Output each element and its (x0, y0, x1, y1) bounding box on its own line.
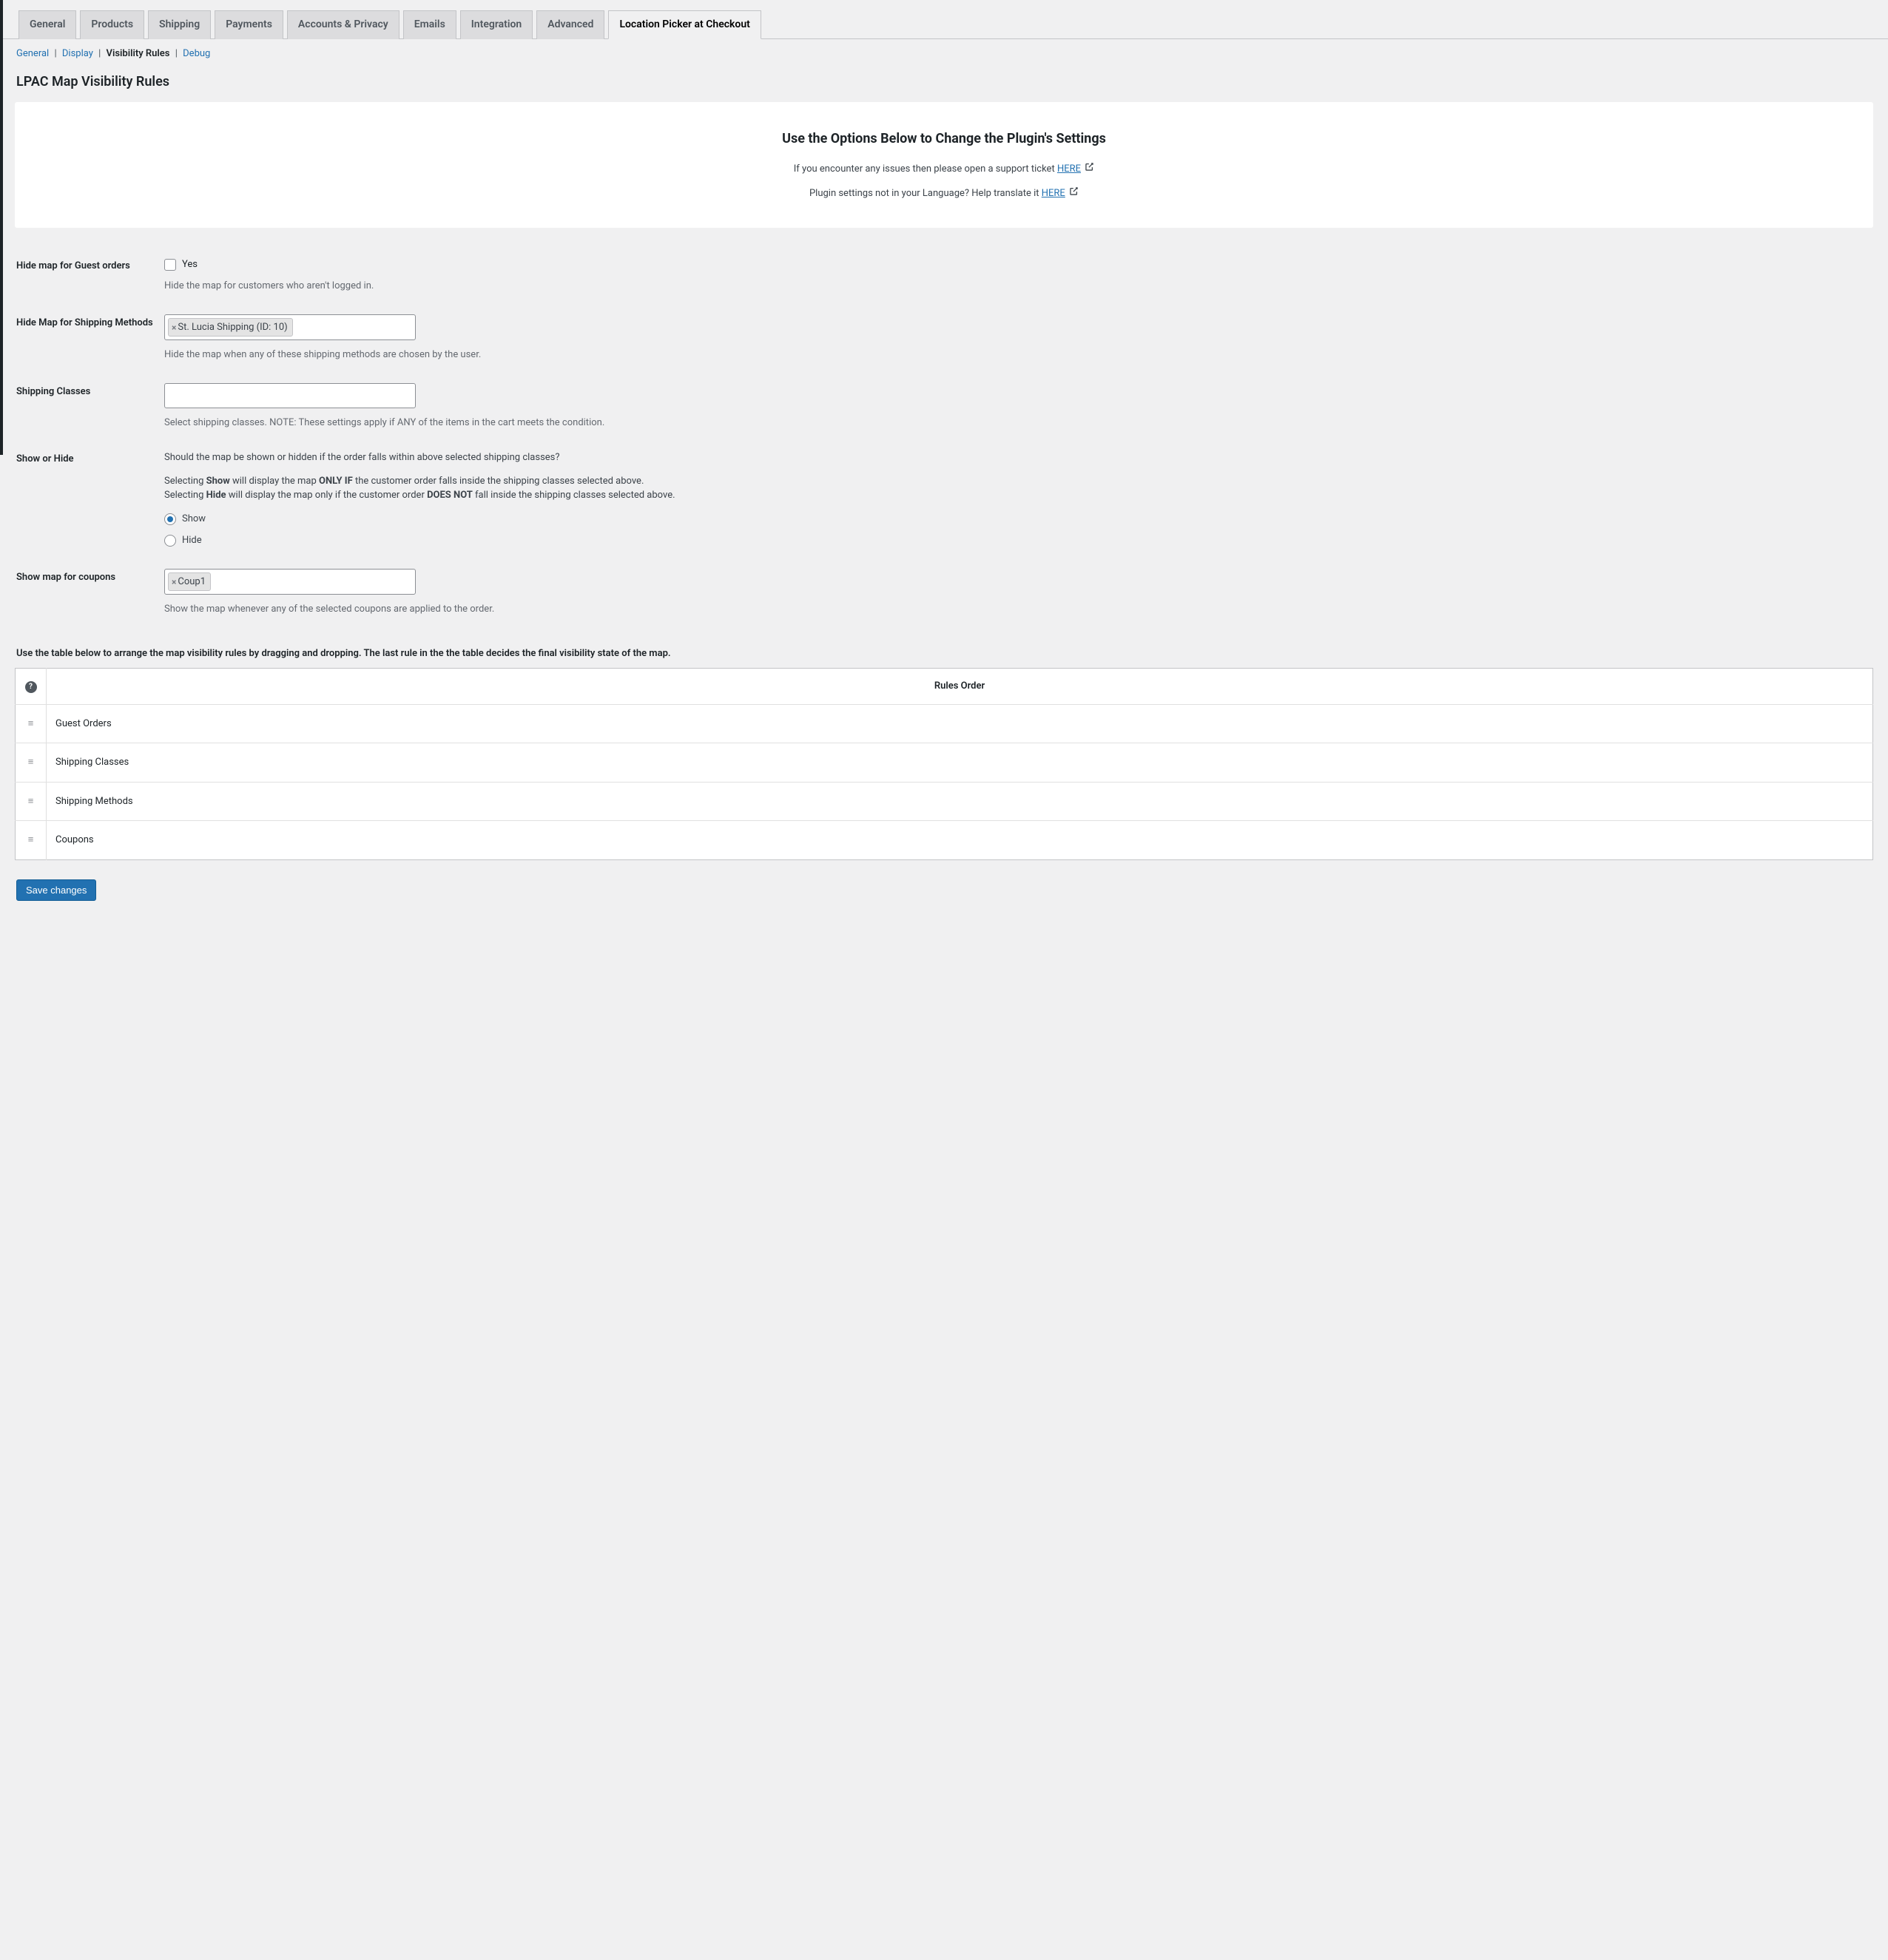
radio-hide-wrap[interactable]: Hide (164, 533, 808, 548)
intro-support-line: If you encounter any issues then please … (33, 162, 1855, 177)
radio-show-wrap[interactable]: Show (164, 512, 808, 527)
radio-show[interactable] (164, 513, 176, 525)
show-hide-line-show: Selecting Show will display the map ONLY… (164, 474, 808, 489)
translate-link[interactable]: HERE (1042, 188, 1065, 199)
intro-panel: Use the Options Below to Change the Plug… (15, 102, 1873, 228)
tab-general[interactable]: General (18, 10, 76, 39)
coupons-input[interactable]: ×Coup1 (164, 569, 416, 595)
table-header-rules: Rules Order (47, 669, 1873, 705)
label-shipping-classes: Shipping Classes (16, 383, 164, 399)
drag-handle-icon[interactable]: ≡ (16, 821, 47, 860)
shipping-methods-input[interactable]: ×St. Lucia Shipping (ID: 10) (164, 314, 416, 341)
tab-location-picker[interactable]: Location Picker at Checkout (608, 10, 761, 39)
rule-name: Shipping Methods (47, 782, 1873, 821)
coupon-tag[interactable]: ×Coup1 (168, 572, 211, 592)
rule-name: Coupons (47, 821, 1873, 860)
shipping-methods-description: Hide the map when any of these shipping … (164, 348, 808, 362)
tab-accounts-privacy[interactable]: Accounts & Privacy (287, 10, 399, 39)
table-header-help: ? (16, 669, 47, 705)
shipping-method-tag[interactable]: ×St. Lucia Shipping (ID: 10) (168, 318, 293, 337)
section-subnav: General | Display | Visibility Rules | D… (0, 39, 1888, 61)
subnav-debug[interactable]: Debug (183, 48, 210, 59)
guest-description: Hide the map for customers who aren't lo… (164, 279, 808, 294)
row-coupons: Show map for coupons ×Coup1 Show the map… (0, 558, 1888, 627)
separator: | (95, 48, 104, 59)
tab-emails[interactable]: Emails (403, 10, 456, 39)
table-row[interactable]: ≡ Coupons (16, 821, 1873, 860)
drag-handle-icon[interactable]: ≡ (16, 743, 47, 783)
separator: | (51, 48, 59, 59)
row-shipping-classes: Shipping Classes Select shipping classes… (0, 373, 1888, 441)
external-link-icon (1069, 186, 1079, 201)
separator: | (172, 48, 181, 59)
help-icon[interactable]: ? (25, 681, 37, 693)
radio-show-label: Show (182, 512, 206, 527)
radio-hide[interactable] (164, 535, 176, 547)
label-shipping-methods: Hide Map for Shipping Methods (16, 314, 164, 331)
radio-hide-label: Hide (182, 533, 202, 548)
show-hide-line-hide: Selecting Hide will display the map only… (164, 488, 808, 503)
tab-advanced[interactable]: Advanced (536, 10, 604, 39)
row-shipping-methods: Hide Map for Shipping Methods ×St. Lucia… (0, 304, 1888, 373)
coupons-description: Show the map whenever any of the selecte… (164, 602, 808, 617)
show-hide-intro: Should the map be shown or hidden if the… (164, 450, 808, 465)
remove-tag-icon[interactable]: × (172, 323, 176, 332)
tab-products[interactable]: Products (80, 10, 144, 39)
drag-handle-icon[interactable]: ≡ (16, 782, 47, 821)
subnav-display[interactable]: Display (62, 48, 93, 59)
label-coupons: Show map for coupons (16, 569, 164, 585)
guest-checkbox-wrap[interactable]: Yes (164, 257, 808, 272)
tab-integration[interactable]: Integration (460, 10, 533, 39)
tab-payments[interactable]: Payments (215, 10, 283, 39)
save-button[interactable]: Save changes (16, 879, 96, 901)
rule-name: Guest Orders (47, 704, 1873, 743)
label-show-or-hide: Show or Hide (16, 450, 164, 467)
subnav-visibility-rules[interactable]: Visibility Rules (107, 48, 170, 59)
row-guest-orders: Hide map for Guest orders Yes Hide the m… (0, 247, 1888, 304)
remove-tag-icon[interactable]: × (172, 578, 176, 587)
intro-translate-line: Plugin settings not in your Language? He… (33, 186, 1855, 201)
support-link[interactable]: HERE (1057, 163, 1081, 175)
guest-checkbox[interactable] (164, 259, 176, 271)
rules-order-table: ? Rules Order ≡ Guest Orders ≡ Shipping … (15, 668, 1873, 860)
table-row[interactable]: ≡ Shipping Classes (16, 743, 1873, 783)
admin-sidebar-stub (0, 0, 3, 455)
rules-instruction: Use the table below to arrange the map v… (0, 627, 1888, 669)
drag-handle-icon[interactable]: ≡ (16, 704, 47, 743)
rule-name: Shipping Classes (47, 743, 1873, 783)
external-link-icon (1085, 162, 1094, 177)
row-show-or-hide: Show or Hide Should the map be shown or … (0, 440, 1888, 558)
shipping-classes-input[interactable] (164, 383, 416, 408)
shipping-classes-description: Select shipping classes. NOTE: These set… (164, 416, 808, 430)
tab-shipping[interactable]: Shipping (148, 10, 211, 39)
save-wrap: Save changes (0, 860, 1888, 923)
table-row[interactable]: ≡ Guest Orders (16, 704, 1873, 743)
table-row[interactable]: ≡ Shipping Methods (16, 782, 1873, 821)
subnav-general[interactable]: General (16, 48, 49, 59)
label-guest-orders: Hide map for Guest orders (16, 257, 164, 274)
settings-tabs: General Products Shipping Payments Accou… (0, 0, 1888, 39)
guest-checkbox-label: Yes (182, 257, 198, 272)
intro-heading: Use the Options Below to Change the Plug… (33, 129, 1855, 149)
page-title: LPAC Map Visibility Rules (0, 61, 1888, 92)
